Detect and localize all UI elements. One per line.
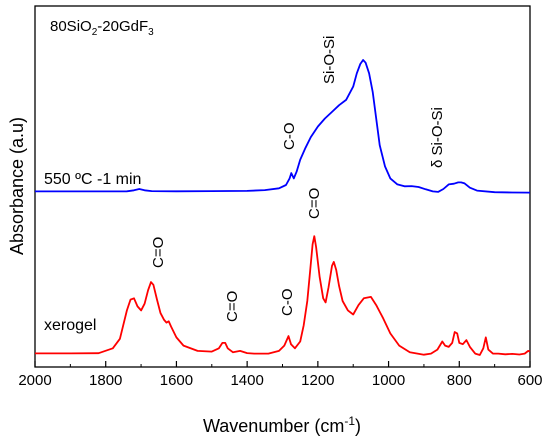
annotation-blue-c-o: C-O: [281, 123, 298, 151]
x-tick-label-600: 600: [517, 372, 542, 389]
x-axis-title: Wavenumber (cm-1): [203, 414, 361, 436]
x-ticks: 2000 1800 1600 1400 1200 1000 800 600: [18, 361, 543, 389]
series-line-1: [35, 235, 531, 356]
annotation-red-c-eq-o-3: C=O: [306, 188, 323, 219]
series-label-blue: 550 ºC -1 min: [44, 171, 141, 188]
x-tick-label-1200: 1200: [301, 372, 334, 389]
annotation-blue-si-o-si: Si-O-Si: [321, 36, 338, 84]
x-tick-label-1600: 1600: [160, 372, 193, 389]
annotation-red-c-eq-o-1: C=O: [150, 237, 167, 268]
x-tick-label-2000: 2000: [18, 372, 51, 389]
series-line-0: [35, 59, 531, 194]
x-tick-label-1000: 1000: [372, 372, 405, 389]
x-tick-label-1400: 1400: [230, 372, 263, 389]
y-axis-title: Absorbance (a.u): [7, 117, 27, 255]
annotation-blue-delta-si-o-si: δ Si-O-Si: [429, 107, 446, 168]
series-layer: [35, 59, 531, 356]
x-tick-label-1800: 1800: [89, 372, 122, 389]
annotation-red-c-eq-o-2: C=O: [224, 291, 241, 322]
x-tick-label-800: 800: [447, 372, 472, 389]
series-label-red: xerogel: [44, 317, 96, 334]
chart-title: 80SiO2-20GdF3: [50, 18, 154, 38]
annotation-red-c-o: C-O: [279, 289, 296, 317]
